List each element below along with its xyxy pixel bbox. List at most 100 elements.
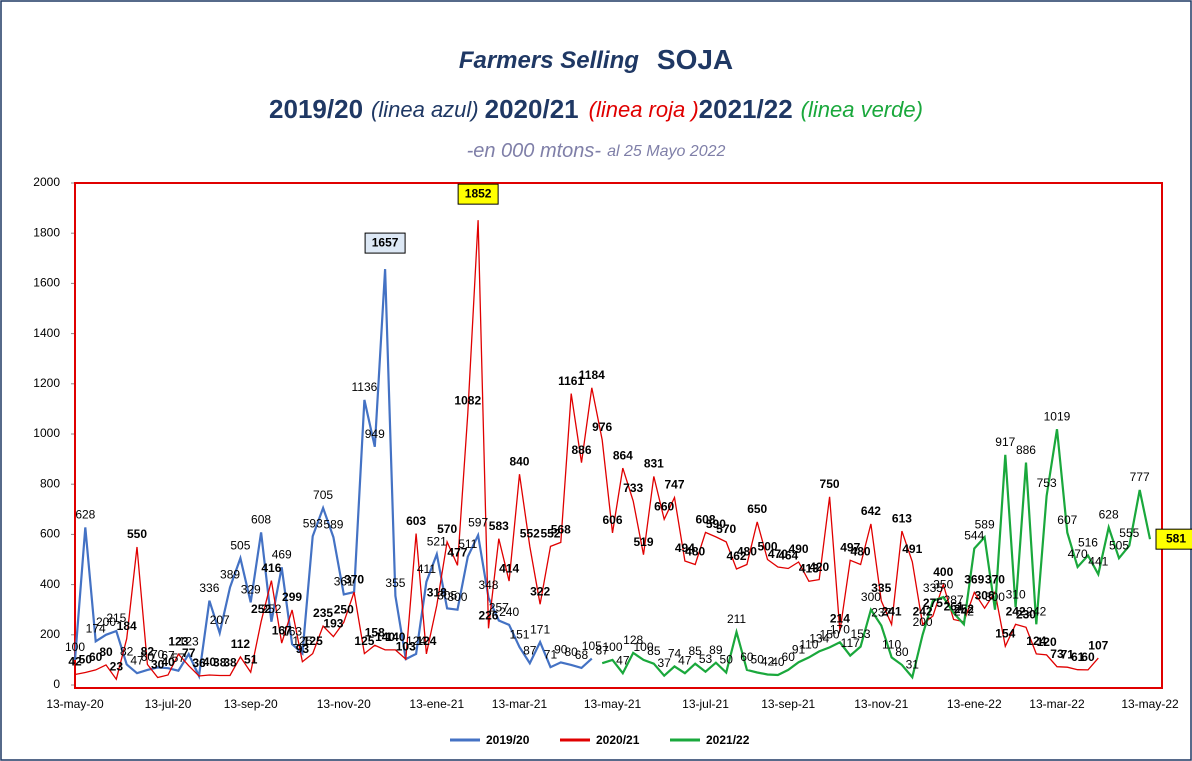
data-label: 151 [509,627,529,641]
data-label: 505 [230,538,250,552]
data-label: 87 [595,643,609,657]
data-label: 110 [799,638,818,652]
data-label: 90 [554,643,568,657]
data-label: 480 [737,545,757,559]
data-label: 777 [1130,470,1150,484]
data-label: 505 [1109,538,1129,552]
data-label: 47 [130,653,144,667]
data-label: 60 [141,650,155,664]
data-label: 71 [1061,647,1075,661]
data-label: 1852 [465,186,492,200]
data-label: 917 [995,435,1015,449]
data-label: 134 [809,632,829,646]
data-label: 158 [365,626,385,640]
data-label: 242 [913,604,933,618]
data-label: 660 [654,500,674,514]
data-label: 519 [633,535,653,549]
data-label: 230 [1016,607,1036,621]
data-label: 60 [740,650,754,664]
data-label: 36 [192,656,206,670]
data-label: 976 [592,420,612,434]
data-label: 1161 [558,374,584,388]
data-label: 42 [68,655,82,669]
x-tick-label: 13-jul-20 [145,697,192,711]
data-label: 747 [665,478,685,492]
note-part: al 25 Mayo 2022 [607,143,725,160]
data-label: 470 [768,547,788,561]
y-tick-label: 0 [53,677,60,691]
data-label: 47 [616,653,630,667]
data-label: 831 [644,457,664,471]
subtitle-part: 2019/20 [269,94,363,124]
data-label: 608 [251,513,271,527]
label-box [364,232,406,254]
data-label: 552 [540,527,560,541]
data-label: 40 [203,655,217,669]
data-label: 240 [499,605,519,619]
data-label: 310 [1006,587,1026,601]
data-label: 252 [251,602,271,616]
data-label: 124 [406,634,426,648]
data-label: 413 [799,562,819,576]
data-label: 480 [851,545,871,559]
data-label: 200 [96,615,116,629]
data-label: 335 [923,581,943,595]
data-label: 462 [727,549,747,563]
chart-subtitle: 2019/20 (linea azul) 2020/21 (linea roja )2… [269,94,923,124]
data-label: 68 [575,648,589,662]
data-label: 603 [406,514,426,528]
data-label: 300 [861,590,881,604]
data-label: 80 [895,645,909,659]
data-label: 480 [685,545,705,559]
data-label: 628 [1099,508,1119,522]
data-label: 53 [699,652,713,666]
data-label: 237 [871,606,891,620]
data-label: 80 [564,645,578,659]
subtitle-part: (linea azul) [371,97,479,122]
data-label: 60 [1081,650,1095,664]
data-label: 491 [902,542,922,556]
x-tick-label: 13-sep-21 [761,697,815,711]
data-label: 550 [127,527,147,541]
legend-label: 2020/21 [596,733,640,747]
data-label: 370 [985,572,1005,586]
data-label: 411 [417,562,436,576]
data-label: 153 [851,627,871,641]
data-label: 125 [354,634,374,648]
data-label: 103 [396,639,416,653]
x-tick-label: 13-mar-22 [1029,697,1085,711]
data-label: 583 [489,519,509,533]
data-label: 607 [1057,513,1077,527]
data-label: 57 [172,651,186,665]
data-label: 299 [282,590,302,604]
y-tick-label: 2000 [33,175,60,189]
y-tick-label: 1000 [33,426,60,440]
data-label: 516 [1078,536,1098,550]
data-label: 335 [871,581,891,595]
data-label: 125 [303,634,323,648]
data-label: 733 [623,481,643,495]
data-label: 241 [882,605,902,619]
data-label: 174 [86,621,106,635]
data-label: 300 [985,590,1005,604]
data-label: 306 [975,588,995,602]
data-label: 93 [296,642,310,656]
data-label: 82 [141,645,155,659]
y-tick-label: 1200 [33,376,60,390]
chart-note: -en 000 mtons-al 25 Mayo 2022 [467,140,726,162]
label-box [457,183,499,205]
data-label: 60 [782,650,796,664]
data-label: 80 [99,645,113,659]
data-label: 47 [678,653,692,667]
x-tick-label: 13-sep-20 [224,697,278,711]
data-label: 242 [1026,604,1046,618]
data-label: 70 [151,648,165,662]
data-label: 322 [530,584,550,598]
data-label: 355 [385,576,405,590]
data-label: 470 [1068,547,1088,561]
data-label: 606 [602,513,622,527]
data-label: 494 [675,541,695,555]
data-label: 420 [809,560,829,574]
